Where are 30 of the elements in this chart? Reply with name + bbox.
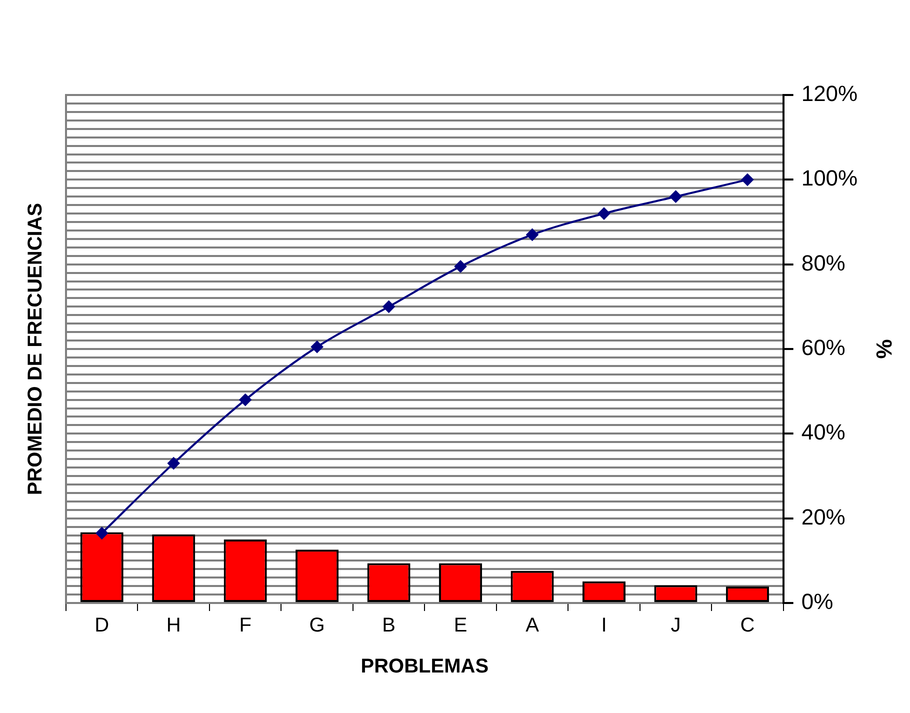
point <box>598 208 610 220</box>
point <box>239 394 252 406</box>
x-tick-label: E <box>454 614 468 637</box>
x-tick-label: D <box>94 614 110 637</box>
x-tick-label: J <box>670 614 681 637</box>
point <box>670 190 682 203</box>
x-tick-label: G <box>309 614 325 637</box>
x-tick-label: C <box>740 614 755 637</box>
y2-tick-label: 100% <box>801 166 858 191</box>
x-tick-label: I <box>601 614 607 637</box>
point <box>454 260 467 272</box>
point <box>382 300 395 313</box>
y2-tick-label: 20% <box>801 504 846 530</box>
y2-tick-label: 60% <box>801 335 846 360</box>
y2-axis-title: % <box>872 339 897 359</box>
point <box>741 174 754 186</box>
point <box>526 228 538 241</box>
x-tick-label: B <box>382 614 396 637</box>
point <box>168 457 180 470</box>
x-tick-label: H <box>166 614 181 637</box>
y2-tick-label: 80% <box>801 250 846 276</box>
y2-tick-label: 120% <box>801 81 858 106</box>
y2-tick-label: 40% <box>801 420 846 445</box>
x-axis-title: PROBLEMAS <box>360 656 489 678</box>
x-tick-label: F <box>239 614 252 637</box>
y-axis-title: PROMEDIO DE FRECUENCIAS <box>24 202 47 496</box>
point <box>311 340 324 353</box>
x-tick-label: A <box>526 614 540 637</box>
y2-tick-label: 0% <box>801 589 834 614</box>
point <box>96 527 108 540</box>
